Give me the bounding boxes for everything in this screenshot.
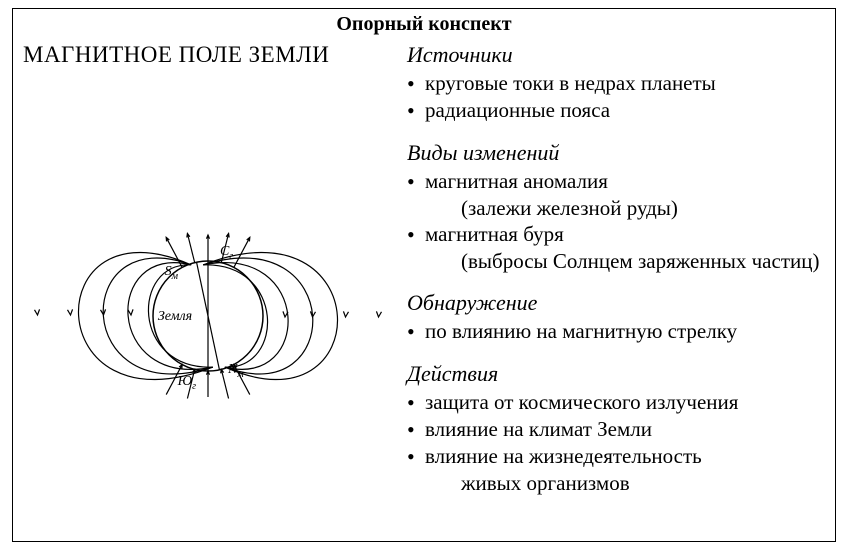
- section-list: магнитная аномалия(залежи железной руды)…: [407, 168, 825, 274]
- list-item: радиационные пояса: [407, 97, 825, 124]
- section-title: Источники: [407, 42, 825, 68]
- section-title: Обнаружение: [407, 290, 825, 316]
- section-list: по влиянию на магнитную стрелку: [407, 318, 825, 345]
- section: Действиязащита от космического излучения…: [407, 361, 825, 496]
- list-item-text: круговые токи в недрах планеты: [425, 71, 716, 95]
- content-columns: МАГНИТНОЕ ПОЛЕ ЗЕМЛИ СгSмNмЮгЗемля Источ…: [23, 36, 825, 530]
- list-item-text: радиационные пояса: [425, 98, 610, 122]
- page-header: Опорный конспект: [23, 13, 825, 36]
- left-column: МАГНИТНОЕ ПОЛЕ ЗЕМЛИ СгSмNмЮгЗемля: [23, 36, 403, 530]
- list-item: влияние на жизнедеятельностьживых органи…: [407, 443, 825, 496]
- list-item: защита от космического излучения: [407, 389, 825, 416]
- section-list: защита от космического излучения влияние …: [407, 389, 825, 496]
- svg-text:Земля: Земля: [158, 309, 192, 324]
- list-item-subtext: (залежи железной руды): [425, 195, 825, 221]
- section-title: Виды изменений: [407, 140, 825, 166]
- list-item-text: влияние на жизнедеятельность: [425, 444, 702, 468]
- list-item: влияние на климат Земли: [407, 416, 825, 443]
- section-title: Действия: [407, 361, 825, 387]
- section: Виды изменениймагнитная аномалия(залежи …: [407, 140, 825, 274]
- earth-field-svg: СгSмNмЮгЗемля: [33, 156, 383, 476]
- list-item: круговые токи в недрах планеты: [407, 70, 825, 97]
- content-frame: Опорный конспект МАГНИТНОЕ ПОЛЕ ЗЕМЛИ Сг…: [12, 8, 836, 542]
- list-item: магнитная аномалия(залежи железной руды): [407, 168, 825, 221]
- section: Источники круговые токи в недрах планеты р…: [407, 42, 825, 124]
- section-list: круговые токи в недрах планеты радиационн…: [407, 70, 825, 124]
- list-item-text: магнитная аномалия: [425, 169, 608, 193]
- list-item-text: по влиянию на магнитную стрелку: [425, 319, 737, 343]
- list-item-subtext: живых организмов: [425, 470, 825, 496]
- sections-container: Источники круговые токи в недрах планеты р…: [407, 36, 825, 496]
- main-title: МАГНИТНОЕ ПОЛЕ ЗЕМЛИ: [23, 42, 403, 68]
- list-item-subtext: (выбросы Солнцем заряженных частиц): [425, 248, 825, 274]
- list-item-text: магнитная буря: [425, 222, 564, 246]
- list-item-text: влияние на климат Земли: [425, 417, 652, 441]
- earth-field-diagram: СгSмNмЮгЗемля: [33, 156, 383, 476]
- right-column: Источники круговые токи в недрах планеты р…: [403, 36, 825, 530]
- list-item: по влиянию на магнитную стрелку: [407, 318, 825, 345]
- page: Опорный конспект МАГНИТНОЕ ПОЛЕ ЗЕМЛИ Сг…: [0, 0, 848, 550]
- section: Обнаружение по влиянию на магнитную стрел…: [407, 290, 825, 345]
- list-item-text: защита от космического излучения: [425, 390, 738, 414]
- list-item: магнитная буря(выбросы Солнцем заряженны…: [407, 221, 825, 274]
